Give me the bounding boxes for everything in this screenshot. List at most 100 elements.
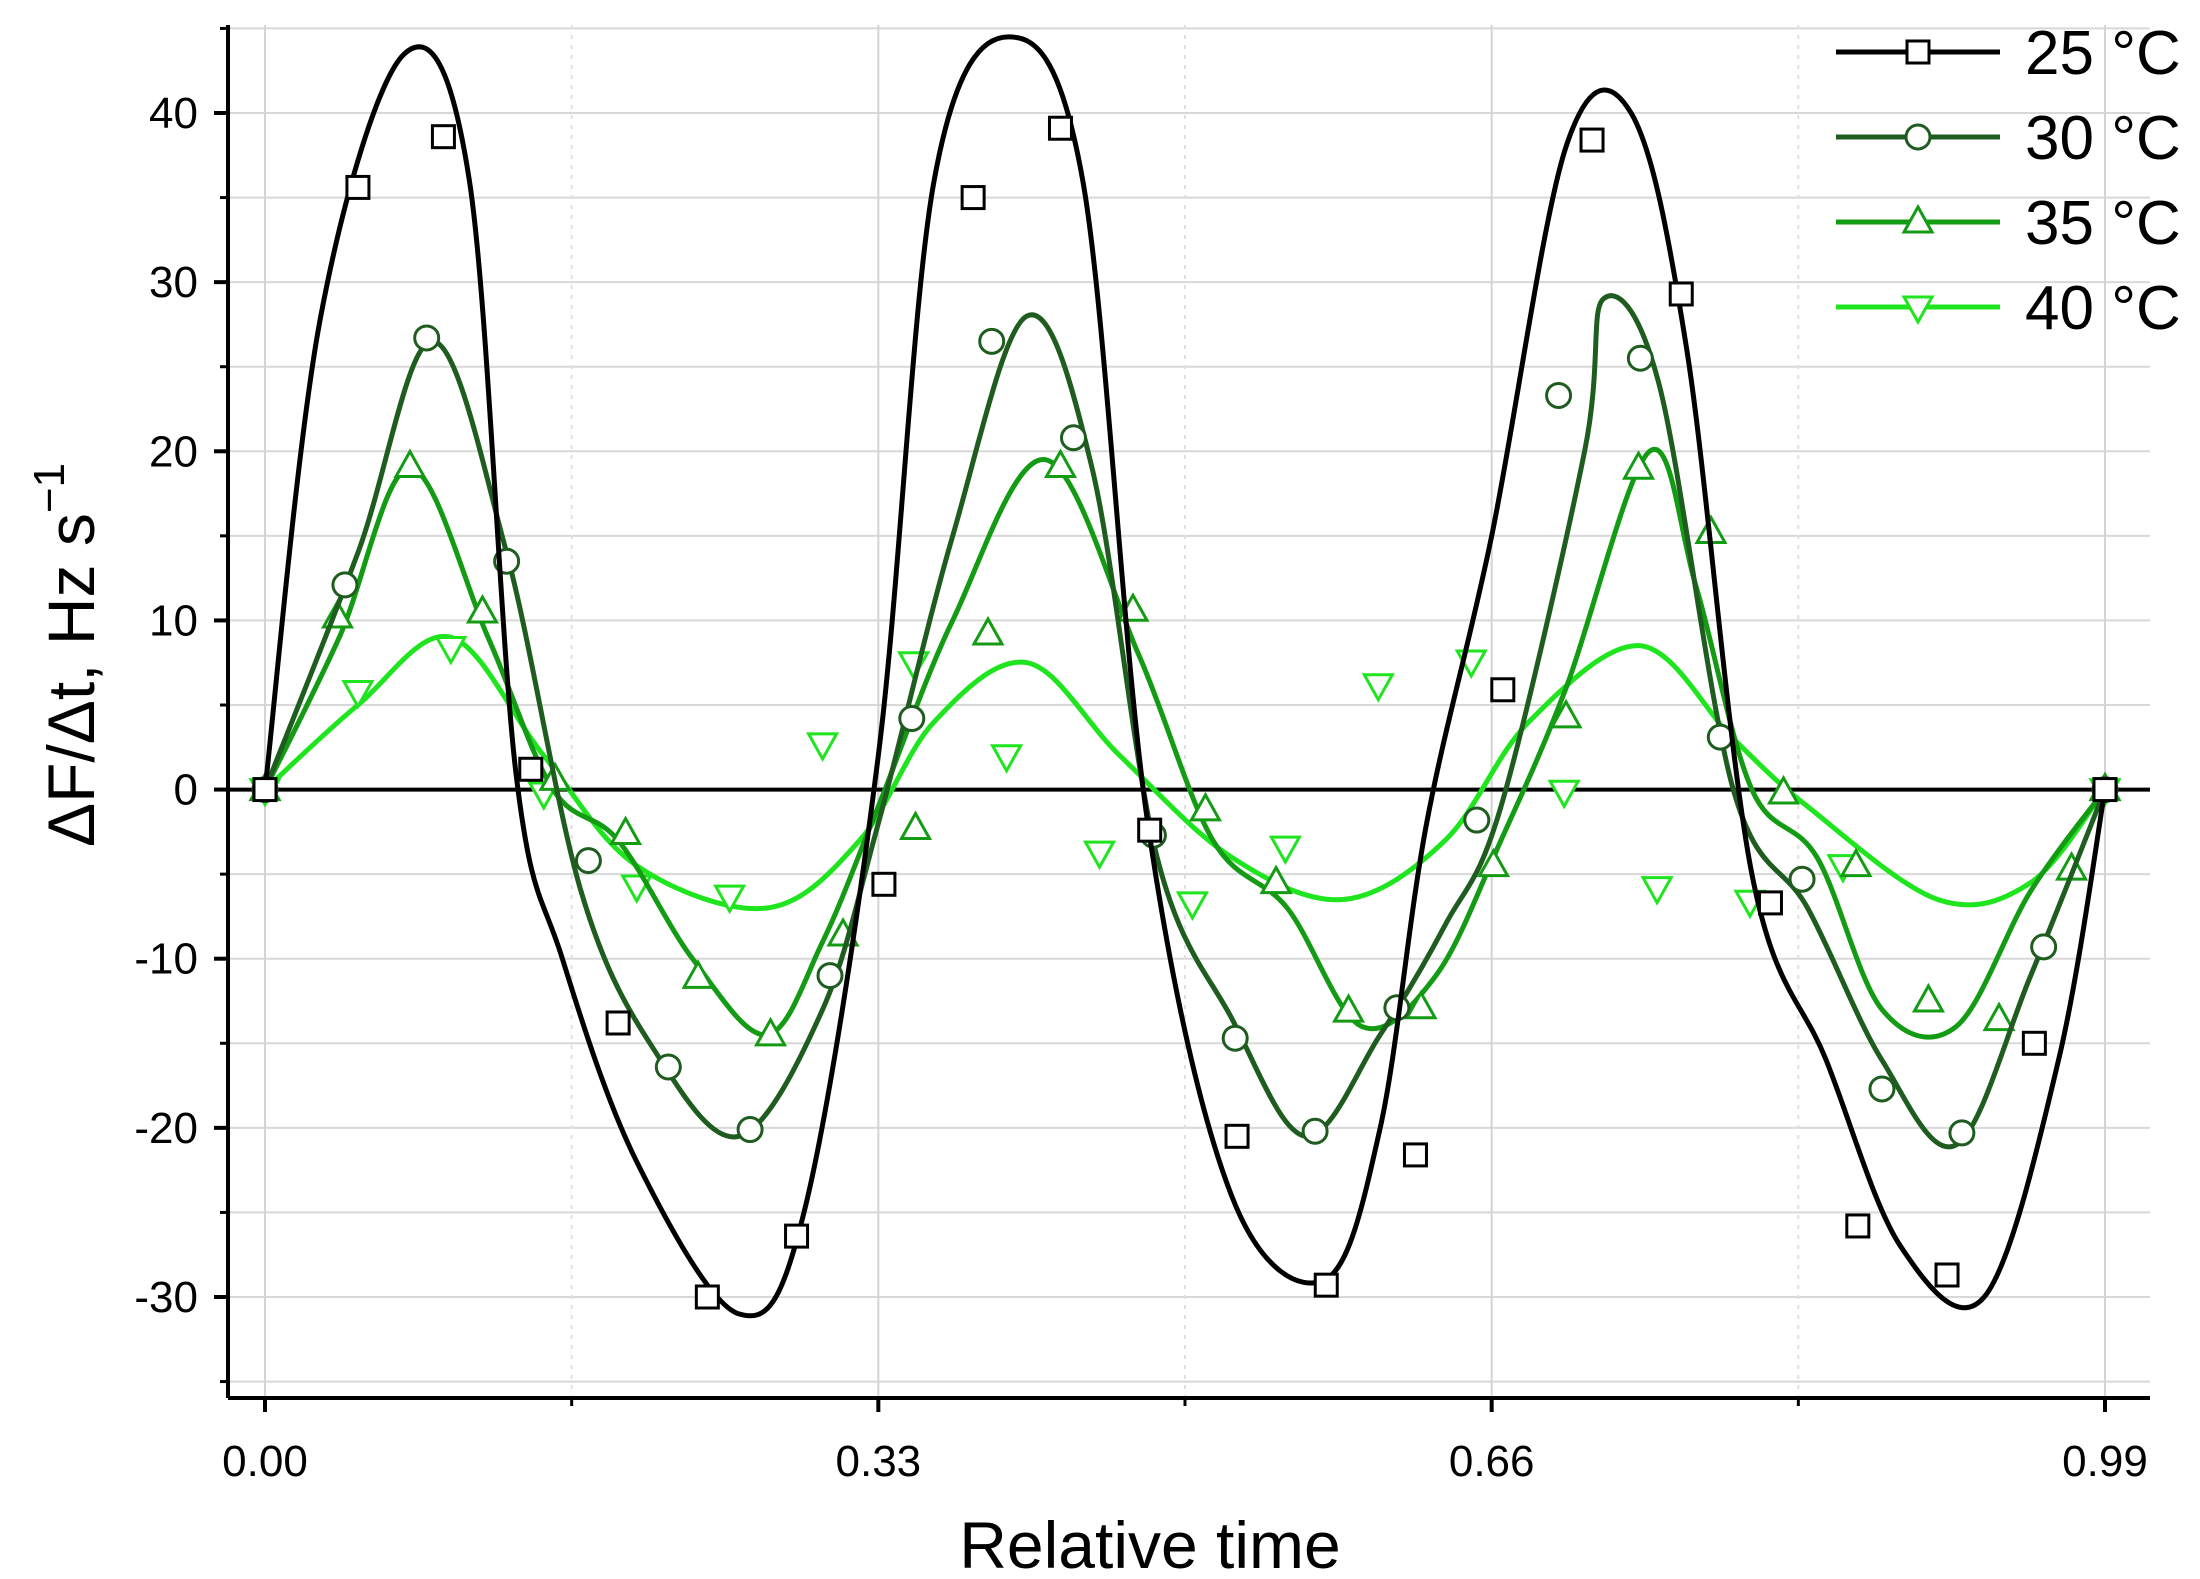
legend-item: 30 °C <box>1836 104 2181 173</box>
data-point-triangle-down <box>897 651 931 681</box>
data-point-circle <box>898 705 926 733</box>
series-30c <box>251 293 2119 1150</box>
data-point-triangle-up <box>1839 847 1873 878</box>
legend-marker-circle <box>1904 123 1932 151</box>
data-point-square <box>1579 127 1605 153</box>
data-point-circle <box>1626 344 1654 372</box>
data-point-circle <box>1545 381 1573 409</box>
data-point-square <box>1757 890 1783 916</box>
data-point-triangle-up <box>1549 698 1583 729</box>
data-point-square <box>871 871 897 897</box>
data-point-square <box>1934 1262 1960 1288</box>
data-point-circle <box>2030 933 2058 961</box>
y-axis-title: ΔF/Δt, Hz s−1 <box>25 463 108 847</box>
data-point-triangle-up <box>393 448 427 479</box>
legend-label: 25 °C <box>2025 19 2181 88</box>
series-25c <box>252 34 2118 1319</box>
x-tick-label: 0.66 <box>1449 1437 1535 1486</box>
data-point-triangle-down <box>1547 779 1581 810</box>
data-point-triangle-up <box>465 593 500 624</box>
data-point-triangle-up <box>1621 450 1656 480</box>
y-axis-title-exponent: −1 <box>25 463 74 513</box>
y-tick-label: 20 <box>149 427 198 476</box>
data-point-triangle-up <box>971 615 1005 646</box>
data-point-circle <box>654 1053 682 1081</box>
legend-item: 35 °C <box>1836 189 2181 258</box>
data-point-triangle-up <box>681 959 715 989</box>
data-point-circle <box>1301 1117 1329 1145</box>
data-point-triangle-down <box>434 635 468 666</box>
data-point-square <box>252 777 278 803</box>
data-point-triangle-up <box>753 1016 788 1047</box>
data-point-triangle-down <box>713 884 747 915</box>
data-point-circle <box>978 327 1006 355</box>
data-point-triangle-down <box>990 744 1024 774</box>
data-point-square <box>1402 1142 1428 1168</box>
data-point-triangle-up <box>1476 847 1511 878</box>
data-point-square <box>605 1010 631 1036</box>
data-point-circle <box>1059 424 1087 452</box>
series-line <box>262 293 2108 1150</box>
data-point-triangle-up <box>1982 1001 2016 1032</box>
data-point-triangle-up <box>1259 864 1293 895</box>
x-tick-label: 0.99 <box>2062 1437 2148 1486</box>
data-point-triangle-down <box>341 679 375 710</box>
data-point-circle <box>413 324 441 352</box>
data-point-circle <box>1868 1075 1896 1103</box>
data-point-square <box>694 1284 720 1310</box>
svg-text:ΔF/Δt, Hz s−1: ΔF/Δt, Hz s−1 <box>25 463 108 847</box>
x-tick-label: 0.00 <box>222 1437 308 1486</box>
legend-item: 25 °C <box>1836 19 2181 88</box>
data-point-circle <box>1463 806 1491 834</box>
grid <box>228 25 2150 1398</box>
legend-item: 40 °C <box>1836 274 2181 343</box>
legend-label: 30 °C <box>2025 104 2181 173</box>
data-point-circle <box>816 962 844 990</box>
y-tick-label: 10 <box>149 596 198 645</box>
data-point-triangle-down <box>1640 876 1674 906</box>
data-point-triangle-up <box>1188 791 1223 822</box>
legend-label: 35 °C <box>2025 189 2181 258</box>
data-point-square <box>784 1223 810 1249</box>
series-layer <box>248 34 2122 1319</box>
data-point-circle <box>331 571 359 599</box>
data-point-triangle-up <box>1043 448 1078 479</box>
data-point-square <box>2021 1030 2047 1056</box>
data-point-triangle-up <box>1331 993 1366 1023</box>
data-point-triangle-down <box>1175 891 1209 921</box>
data-point-square <box>1137 817 1163 843</box>
data-point-square <box>1047 115 1073 141</box>
data-point-triangle-up <box>898 810 933 840</box>
data-point-square <box>518 756 544 782</box>
x-tick-label: 0.33 <box>836 1437 922 1486</box>
data-point-triangle-up <box>1911 982 1945 1013</box>
data-point-square <box>1490 677 1516 703</box>
x-axis-title: Relative time <box>959 1508 1340 1579</box>
y-tick-label: -10 <box>134 935 198 984</box>
legend-label: 40 °C <box>2025 274 2181 343</box>
data-point-triangle-up <box>609 815 643 846</box>
legend-marker-square <box>1905 39 1931 65</box>
y-tick-label: -30 <box>134 1273 198 1322</box>
data-point-square <box>1224 1123 1250 1149</box>
legend-marker-triangle-up <box>1901 203 1935 234</box>
axes <box>226 25 2150 1400</box>
series-line <box>262 34 2108 1319</box>
data-point-square <box>960 185 986 211</box>
data-point-square <box>2092 777 2118 803</box>
data-point-square <box>430 124 456 150</box>
data-point-circle <box>1221 1024 1249 1052</box>
data-point-triangle-up <box>1766 774 1801 805</box>
legend-marker-triangle-down <box>1901 295 1935 326</box>
y-tick-label: 40 <box>149 89 198 138</box>
data-point-square <box>1668 281 1694 307</box>
data-point-square <box>345 174 371 200</box>
series-35c <box>248 446 2122 1047</box>
legend: 25 °C 30 °C 35 °C 40 °C <box>1836 19 2181 343</box>
data-point-circle <box>574 847 602 875</box>
y-axis-title-main: ΔF/Δt, Hz s <box>34 513 108 847</box>
data-point-triangle-up <box>1404 989 1438 1020</box>
y-tick-label: -20 <box>134 1104 198 1153</box>
y-tick-label: 30 <box>149 258 198 307</box>
